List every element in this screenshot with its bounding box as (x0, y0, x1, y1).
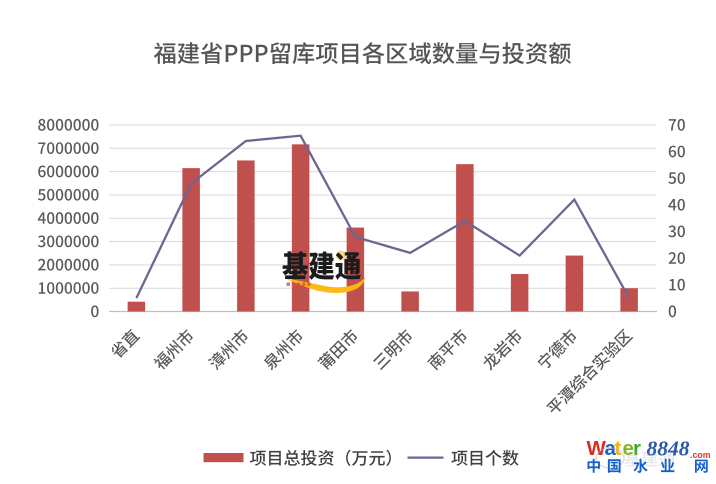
svg-text:t: t (615, 437, 622, 460)
svg-text:r: r (633, 437, 641, 460)
svg-text:e: e (623, 437, 634, 460)
svg-text:.com: .com (690, 450, 711, 460)
svg-text:8848: 8848 (647, 437, 690, 461)
svg-text:W: W (587, 437, 607, 460)
